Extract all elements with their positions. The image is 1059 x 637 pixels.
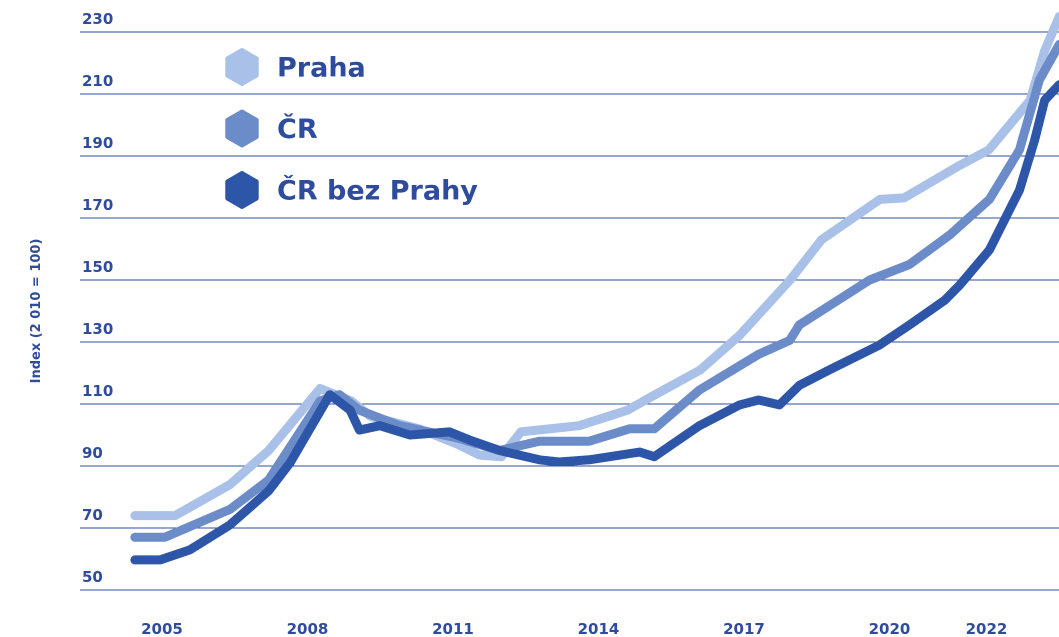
- x-tick-label: 2022: [966, 620, 1008, 637]
- y-tick-label: 90: [82, 444, 103, 462]
- legend-marker: [225, 109, 259, 148]
- x-tick-label: 2005: [141, 620, 183, 637]
- x-tick-label: 2020: [869, 620, 911, 637]
- legend-label: ČR: [277, 113, 318, 145]
- x-tick-label: 2008: [287, 620, 329, 637]
- y-tick-label: 210: [82, 72, 113, 90]
- y-tick-label: 190: [82, 134, 113, 152]
- x-tick-label: 2014: [578, 620, 620, 637]
- y-tick-label: 50: [82, 568, 103, 586]
- x-tick-label: 2017: [723, 620, 765, 637]
- y-tick-label: 230: [82, 10, 113, 28]
- legend-marker: [225, 171, 259, 209]
- y-tick-label: 70: [82, 506, 103, 524]
- series-line: [130, 80, 1059, 565]
- x-tick-label: 2011: [432, 620, 474, 637]
- series-line: [130, 39, 1059, 542]
- y-tick-label: 150: [82, 258, 113, 276]
- y-axis-label: Index (2 010 = 100): [29, 239, 44, 384]
- y-tick-label: 110: [82, 382, 113, 400]
- series-line: [130, 12, 1059, 521]
- legend-label: ČR bez Prahy: [277, 175, 478, 207]
- legend-label: Praha: [277, 53, 366, 84]
- y-tick-label: 130: [82, 320, 113, 338]
- y-tick-label: 170: [82, 196, 113, 214]
- legend-marker: [225, 48, 259, 86]
